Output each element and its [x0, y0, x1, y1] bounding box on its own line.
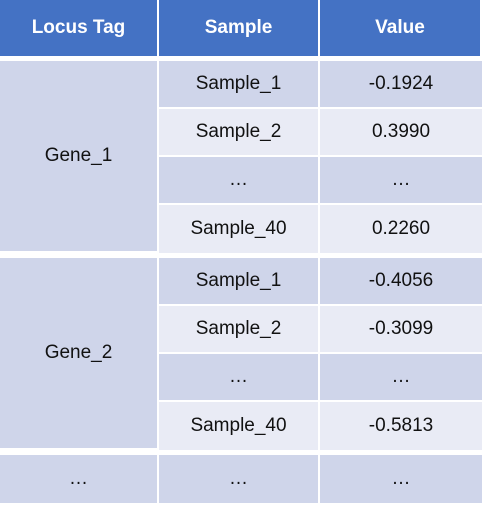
- sample-cell-ellipsis: …: [159, 455, 320, 503]
- value-cell: -0.1924: [320, 61, 482, 109]
- value-cell: 0.2260: [320, 205, 482, 253]
- header-value: Value: [320, 0, 482, 56]
- sample-cell-ellipsis: …: [159, 354, 320, 402]
- value-cell: -0.3099: [320, 306, 482, 354]
- value-cell: -0.4056: [320, 258, 482, 306]
- locus-cell-gene-1: Gene_1: [0, 61, 159, 253]
- sample-cell: Sample_2: [159, 306, 320, 354]
- value-cell: -0.5813: [320, 402, 482, 450]
- value-cell-ellipsis: …: [320, 157, 482, 205]
- sample-cell: Sample_40: [159, 402, 320, 450]
- sample-cell: Sample_2: [159, 109, 320, 157]
- row-gap: [0, 450, 482, 455]
- value-cell: 0.3990: [320, 109, 482, 157]
- row-gap: [0, 253, 482, 258]
- sample-cell: Sample_1: [159, 61, 320, 109]
- sample-cell: Sample_40: [159, 205, 320, 253]
- value-cell-ellipsis: …: [320, 354, 482, 402]
- locus-cell-gene-2: Gene_2: [0, 258, 159, 450]
- value-cell-ellipsis: …: [320, 455, 482, 503]
- sample-cell-ellipsis: …: [159, 157, 320, 205]
- row-gap: [0, 56, 482, 61]
- sample-cell: Sample_1: [159, 258, 320, 306]
- locus-cell-ellipsis: …: [0, 455, 159, 503]
- header-sample: Sample: [159, 0, 320, 56]
- header-locus-tag: Locus Tag: [0, 0, 159, 56]
